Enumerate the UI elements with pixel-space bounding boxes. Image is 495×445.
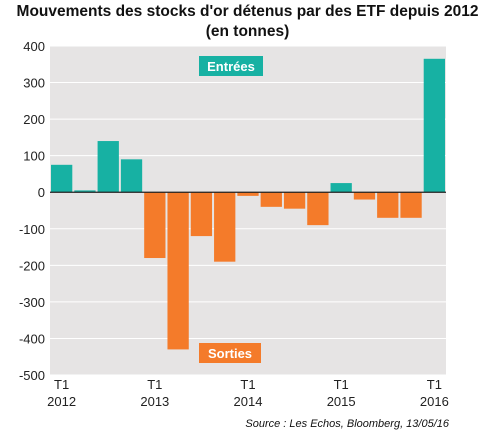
y-tick-label: 300	[23, 76, 45, 91]
bar	[331, 183, 352, 192]
bar	[191, 192, 212, 236]
bar	[307, 192, 328, 225]
bar	[51, 165, 72, 192]
y-tick-label: -400	[19, 331, 45, 346]
bar	[144, 192, 165, 258]
y-tick-label: 400	[23, 39, 45, 54]
bar	[98, 141, 119, 192]
y-tick-label: -500	[19, 368, 45, 383]
bar	[214, 192, 235, 261]
y-tick-label: -300	[19, 295, 45, 310]
bar	[424, 59, 445, 192]
legend-sorties-label: Sorties	[208, 346, 252, 361]
x-tick-label: T1	[427, 377, 442, 392]
y-tick-label: -100	[19, 222, 45, 237]
bar	[167, 192, 188, 349]
source-note: Source : Les Echos, Bloomberg, 13/05/16	[245, 418, 449, 430]
y-tick-label: 100	[23, 149, 45, 164]
x-tick-label: 2016	[420, 394, 449, 409]
x-tick-label: T1	[334, 377, 349, 392]
x-tick-label: 2014	[234, 394, 263, 409]
bar	[284, 192, 305, 208]
bar	[354, 192, 375, 199]
x-tick-label: 2013	[140, 394, 169, 409]
x-tick-label: 2012	[47, 394, 76, 409]
x-tick-label: T1	[147, 377, 162, 392]
x-tick-label: T1	[54, 377, 69, 392]
x-tick-label: T1	[240, 377, 255, 392]
legend-entrees-label: Entrées	[207, 59, 255, 74]
bar	[121, 159, 142, 192]
y-tick-label: 0	[38, 185, 45, 200]
bar	[377, 192, 398, 218]
bar	[400, 192, 421, 218]
y-tick-label: 200	[23, 112, 45, 127]
x-tick-label: 2015	[327, 394, 356, 409]
bar	[261, 192, 282, 207]
y-tick-label: -200	[19, 258, 45, 273]
